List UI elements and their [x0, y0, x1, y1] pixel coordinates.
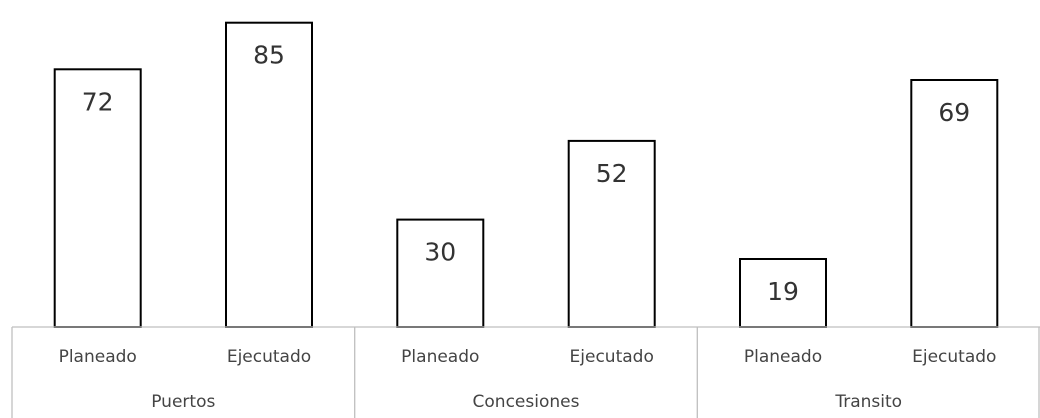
group-label: Concesiones — [473, 392, 580, 412]
category-tick-label: Ejecutado — [227, 347, 311, 367]
bar-transito-planeado — [739, 258, 827, 328]
bar-puertos-ejecutado — [225, 21, 313, 328]
category-tick-label: Ejecutado — [912, 347, 996, 367]
data-label: 72 — [82, 87, 114, 116]
data-label: 85 — [253, 41, 285, 70]
group-label: Puertos — [151, 392, 215, 412]
group-label: Transito — [834, 392, 902, 412]
category-axis: Planeado Ejecutado Puertos Planeado Ejecutad… — [11, 326, 1040, 418]
category-tick-label: Ejecutado — [570, 347, 654, 367]
data-label: 52 — [596, 159, 628, 188]
bar-puertos-planeado — [53, 68, 142, 329]
category-tick-label: Planeado — [59, 347, 137, 367]
bar-concesiones-ejecutado — [567, 139, 656, 328]
bars-layer: 72 85 30 52 19 69 — [53, 21, 999, 329]
data-label: 30 — [424, 238, 456, 267]
bar-concesiones-planeado — [396, 218, 485, 329]
data-label: 69 — [938, 98, 970, 127]
category-tick-label: Planeado — [401, 347, 479, 367]
category-tick-label: Planeado — [744, 347, 822, 367]
data-label: 19 — [767, 277, 799, 306]
